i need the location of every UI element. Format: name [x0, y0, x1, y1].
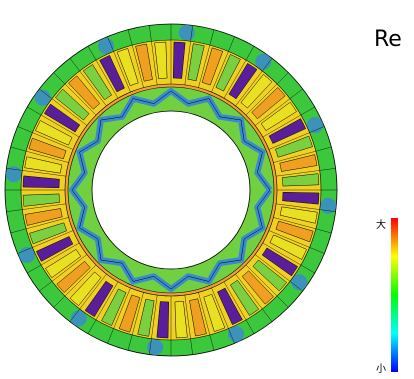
title: Re	[374, 27, 402, 52]
fea-screenshot: Re 大 小	[0, 0, 414, 379]
colorbar-min-label: 小	[376, 363, 386, 375]
motor-field-plot	[5, 24, 337, 356]
colorbar	[391, 218, 398, 372]
page: Re 大 小 (() => { const data = JSON.parse(…	[0, 0, 414, 379]
yoke-spot	[98, 38, 114, 54]
colorbar-max-label: 大	[376, 218, 386, 231]
yoke-spot	[307, 117, 323, 133]
yoke-spot	[19, 247, 35, 263]
shaft-hole	[92, 111, 250, 269]
yoke-spot	[228, 326, 244, 342]
